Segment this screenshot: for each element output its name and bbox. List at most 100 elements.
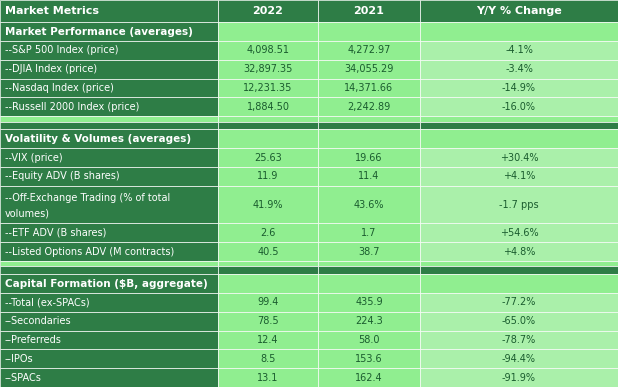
Text: --ETF ADV (B shares): --ETF ADV (B shares) xyxy=(5,228,106,238)
Text: -65.0%: -65.0% xyxy=(502,316,536,326)
Text: 99.4: 99.4 xyxy=(257,298,279,307)
Bar xyxy=(318,267,420,274)
Bar xyxy=(420,167,618,186)
Bar xyxy=(218,60,318,79)
Text: 25.63: 25.63 xyxy=(254,152,282,163)
Bar xyxy=(420,97,618,116)
Text: Market Performance (averages): Market Performance (averages) xyxy=(5,27,193,36)
Text: --DJIA Index (price): --DJIA Index (price) xyxy=(5,64,97,74)
Text: 78.5: 78.5 xyxy=(257,316,279,326)
Text: 2.6: 2.6 xyxy=(260,228,276,238)
Text: --Preferreds: --Preferreds xyxy=(5,335,62,345)
Bar xyxy=(318,186,420,223)
Text: 4,272.97: 4,272.97 xyxy=(347,45,391,55)
Text: 13.1: 13.1 xyxy=(257,373,279,383)
Bar xyxy=(318,0,420,22)
Bar xyxy=(318,41,420,60)
Text: -4.1%: -4.1% xyxy=(505,45,533,55)
Text: Capital Formation ($B, aggregate): Capital Formation ($B, aggregate) xyxy=(5,279,208,289)
Bar xyxy=(420,242,618,261)
Bar xyxy=(318,223,420,242)
Bar xyxy=(318,129,420,148)
Text: --S&P 500 Index (price): --S&P 500 Index (price) xyxy=(5,45,119,55)
Bar xyxy=(0,60,218,79)
Text: 58.0: 58.0 xyxy=(358,335,379,345)
Text: 1.7: 1.7 xyxy=(362,228,377,238)
Bar xyxy=(318,349,420,368)
Text: -94.4%: -94.4% xyxy=(502,354,536,364)
Bar xyxy=(0,274,218,293)
Bar xyxy=(318,368,420,387)
Text: 435.9: 435.9 xyxy=(355,298,383,307)
Text: 14,371.66: 14,371.66 xyxy=(344,83,394,93)
Text: Market Metrics: Market Metrics xyxy=(5,6,99,16)
Bar xyxy=(420,116,618,122)
Text: --Listed Options ADV (M contracts): --Listed Options ADV (M contracts) xyxy=(5,247,174,257)
Bar xyxy=(420,22,618,41)
Text: --SPACs: --SPACs xyxy=(5,373,42,383)
Text: +30.4%: +30.4% xyxy=(500,152,538,163)
Bar xyxy=(318,22,420,41)
Bar xyxy=(0,312,218,330)
Text: --Secondaries: --Secondaries xyxy=(5,316,72,326)
Bar xyxy=(0,267,218,274)
Text: 12.4: 12.4 xyxy=(257,335,279,345)
Bar xyxy=(318,242,420,261)
Bar xyxy=(218,223,318,242)
Text: +4.8%: +4.8% xyxy=(503,247,535,257)
Bar xyxy=(0,293,218,312)
Text: 2021: 2021 xyxy=(353,6,384,16)
Bar xyxy=(218,312,318,330)
Text: 224.3: 224.3 xyxy=(355,316,383,326)
Text: 11.4: 11.4 xyxy=(358,171,379,182)
Text: --Russell 2000 Index (price): --Russell 2000 Index (price) xyxy=(5,102,140,112)
Bar xyxy=(0,167,218,186)
Bar xyxy=(420,129,618,148)
Bar xyxy=(318,116,420,122)
Text: -78.7%: -78.7% xyxy=(502,335,536,345)
Text: -14.9%: -14.9% xyxy=(502,83,536,93)
Text: --Equity ADV (B shares): --Equity ADV (B shares) xyxy=(5,171,120,182)
Bar xyxy=(318,122,420,129)
Text: 34,055.29: 34,055.29 xyxy=(344,64,394,74)
Bar xyxy=(218,22,318,41)
Text: Volatility & Volumes (averages): Volatility & Volumes (averages) xyxy=(5,134,191,144)
Text: +4.1%: +4.1% xyxy=(503,171,535,182)
Text: -77.2%: -77.2% xyxy=(502,298,536,307)
Text: Y/Y % Change: Y/Y % Change xyxy=(476,6,562,16)
Bar xyxy=(420,0,618,22)
Bar xyxy=(218,79,318,97)
Bar xyxy=(218,116,318,122)
Text: 43.6%: 43.6% xyxy=(353,200,384,209)
Bar xyxy=(0,129,218,148)
Text: volumes): volumes) xyxy=(5,209,50,219)
Bar xyxy=(0,79,218,97)
Text: --Off-Exchange Trading (% of total: --Off-Exchange Trading (% of total xyxy=(5,193,170,203)
Text: --IPOs: --IPOs xyxy=(5,354,33,364)
Bar xyxy=(218,293,318,312)
Bar xyxy=(0,242,218,261)
Bar xyxy=(420,349,618,368)
Bar xyxy=(218,242,318,261)
Bar xyxy=(218,261,318,267)
Bar xyxy=(218,330,318,349)
Text: 8.5: 8.5 xyxy=(260,354,276,364)
Bar xyxy=(420,60,618,79)
Bar xyxy=(218,148,318,167)
Bar xyxy=(318,167,420,186)
Text: 38.7: 38.7 xyxy=(358,247,379,257)
Bar xyxy=(318,274,420,293)
Bar xyxy=(0,223,218,242)
Bar xyxy=(318,97,420,116)
Bar xyxy=(0,0,218,22)
Text: -16.0%: -16.0% xyxy=(502,102,536,112)
Bar xyxy=(318,312,420,330)
Bar xyxy=(0,122,218,129)
Bar xyxy=(218,274,318,293)
Bar xyxy=(420,293,618,312)
Text: 11.9: 11.9 xyxy=(257,171,279,182)
Bar xyxy=(420,41,618,60)
Text: 12,231.35: 12,231.35 xyxy=(243,83,293,93)
Text: -3.4%: -3.4% xyxy=(505,64,533,74)
Bar xyxy=(0,41,218,60)
